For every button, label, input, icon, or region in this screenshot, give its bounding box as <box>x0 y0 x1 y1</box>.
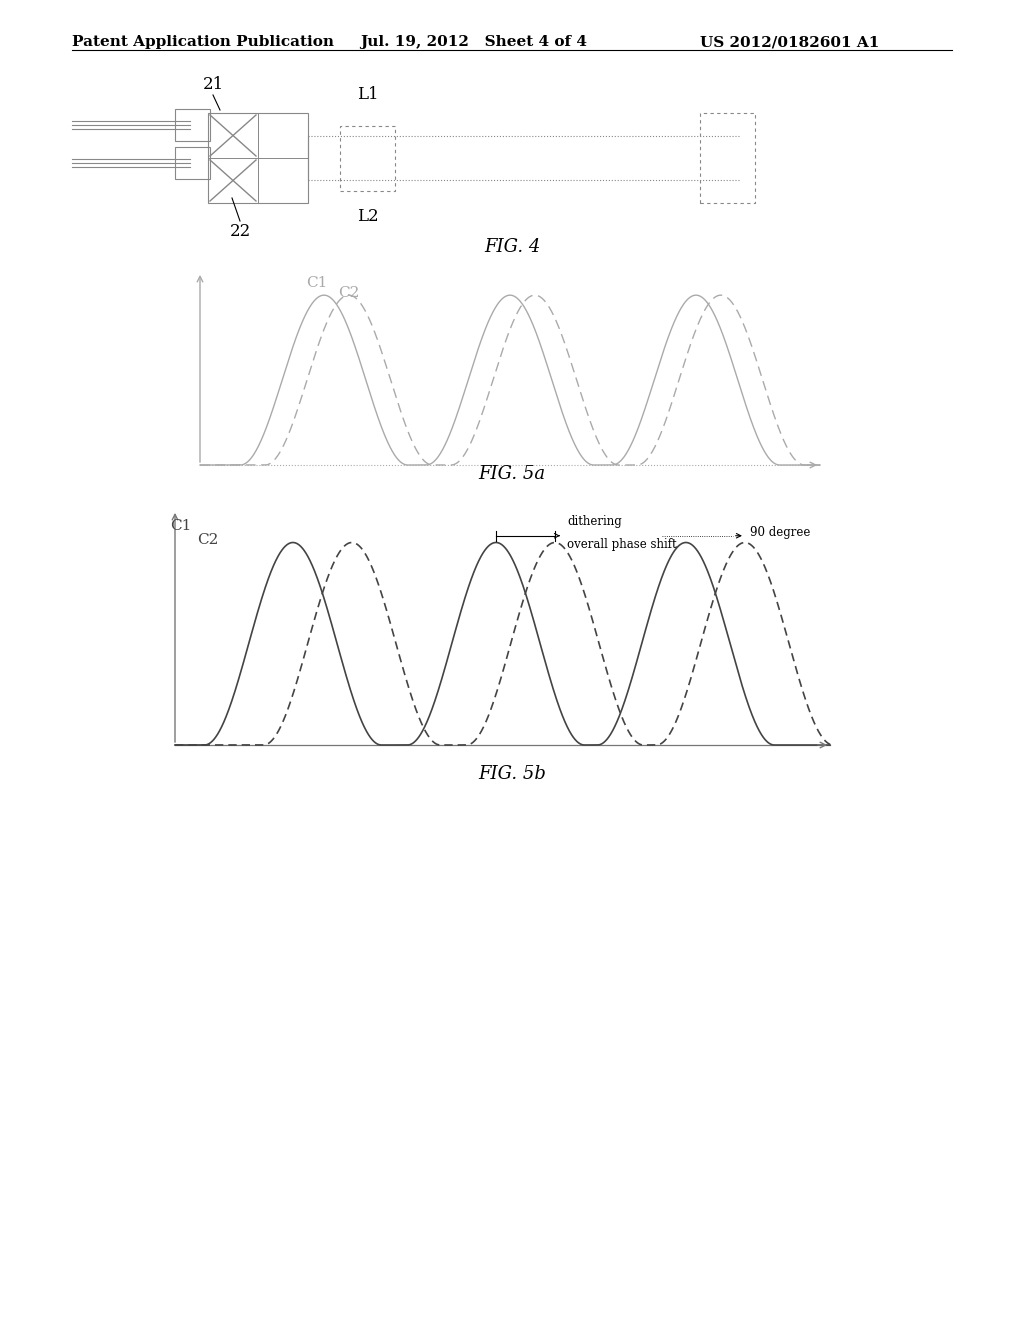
Text: overall phase shift: overall phase shift <box>567 537 677 550</box>
Text: C1: C1 <box>170 519 191 532</box>
Text: US 2012/0182601 A1: US 2012/0182601 A1 <box>700 36 880 49</box>
Bar <box>700 114 755 203</box>
Text: 22: 22 <box>229 223 251 240</box>
Text: L1: L1 <box>357 86 379 103</box>
Text: FIG. 5a: FIG. 5a <box>478 465 546 483</box>
Text: 21: 21 <box>203 77 223 92</box>
Text: Patent Application Publication: Patent Application Publication <box>72 36 334 49</box>
Text: FIG. 4: FIG. 4 <box>483 238 541 256</box>
Text: C2: C2 <box>197 533 218 548</box>
Text: L2: L2 <box>357 209 379 224</box>
Text: Jul. 19, 2012   Sheet 4 of 4: Jul. 19, 2012 Sheet 4 of 4 <box>360 36 587 49</box>
Text: FIG. 5b: FIG. 5b <box>478 766 546 783</box>
Text: C2: C2 <box>338 286 359 300</box>
Text: C1: C1 <box>306 276 328 290</box>
Text: 90 degree: 90 degree <box>750 527 810 540</box>
Bar <box>175 110 210 141</box>
Bar <box>175 147 210 180</box>
Text: dithering: dithering <box>567 515 622 528</box>
Bar <box>340 125 395 190</box>
Bar <box>208 114 308 203</box>
